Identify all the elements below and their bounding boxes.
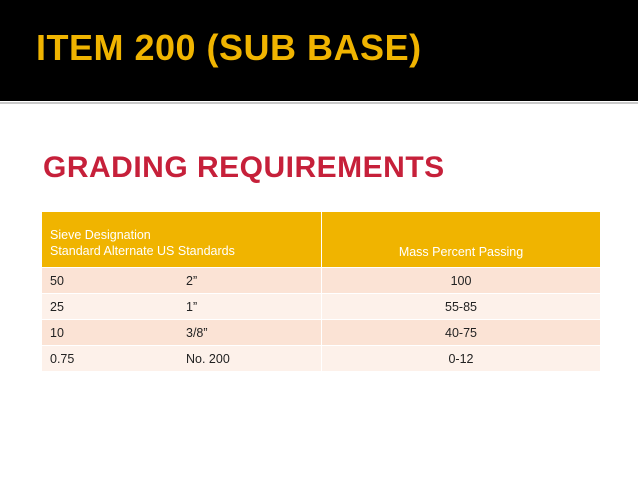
grading-table: Sieve Designation Standard Alternate US … xyxy=(42,212,600,371)
sieve-cell: 50 2” xyxy=(42,267,322,294)
header-sieve-designation: Sieve Designation Standard Alternate US … xyxy=(42,212,322,268)
header-sieve-line2: Standard Alternate US Standards xyxy=(50,244,235,258)
standard-value: 10 xyxy=(50,325,64,340)
sieve-cell: 10 3/8” xyxy=(42,319,322,346)
header-mass-percent-passing: Mass Percent Passing xyxy=(321,212,600,268)
sieve-cell: 0.75 No. 200 xyxy=(42,345,322,371)
sieve-cell: 25 1” xyxy=(42,293,322,320)
title-bar: ITEM 200 (SUB BASE) xyxy=(0,0,638,101)
table-row: 10 3/8” 40-75 xyxy=(42,319,600,346)
alternate-value: 2” xyxy=(186,273,198,288)
passing-value: 55-85 xyxy=(321,293,600,320)
standard-value: 0.75 xyxy=(50,351,75,366)
table-row: 0.75 No. 200 0-12 xyxy=(42,345,600,371)
passing-value: 100 xyxy=(321,267,600,294)
slide-subtitle: GRADING REQUIREMENTS xyxy=(43,151,445,184)
slide-title: ITEM 200 (SUB BASE) xyxy=(36,27,422,68)
standard-value: 25 xyxy=(50,299,64,314)
alternate-value: 3/8” xyxy=(186,325,208,340)
table-header-row: Sieve Designation Standard Alternate US … xyxy=(42,212,600,268)
header-sieve-line1: Sieve Designation xyxy=(50,228,151,242)
title-divider xyxy=(0,102,638,104)
alternate-value: 1” xyxy=(186,299,198,314)
table-row: 25 1” 55-85 xyxy=(42,293,600,320)
passing-value: 0-12 xyxy=(321,345,600,371)
alternate-value: No. 200 xyxy=(186,351,230,366)
standard-value: 50 xyxy=(50,273,64,288)
passing-value: 40-75 xyxy=(321,319,600,346)
table-row: 50 2” 100 xyxy=(42,267,600,294)
